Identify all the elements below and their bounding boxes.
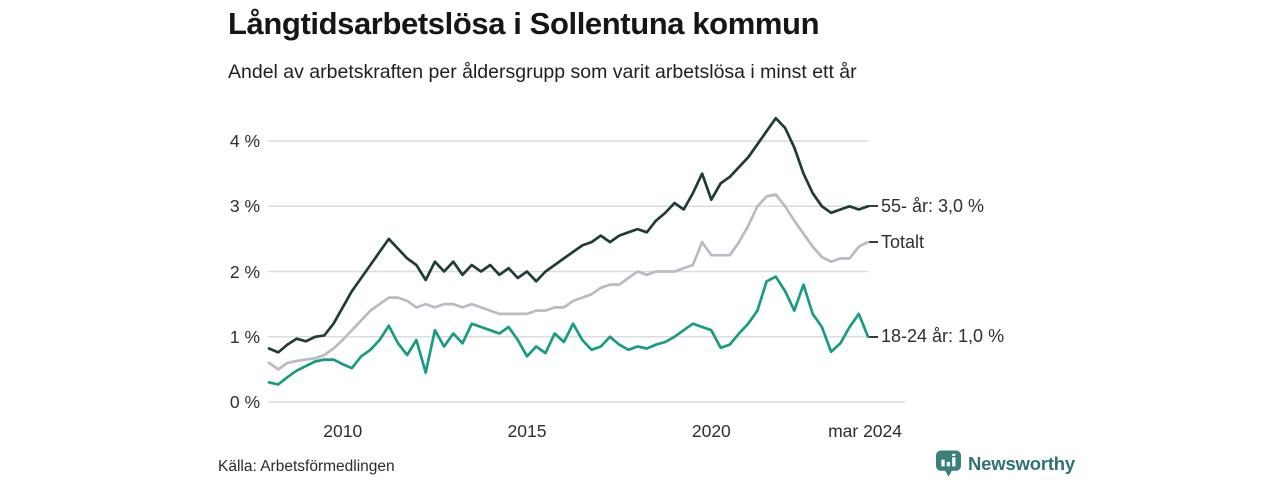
label-dash-icon bbox=[869, 241, 878, 244]
y-tick-label: 3 % bbox=[229, 196, 260, 217]
y-tick-label: 0 % bbox=[229, 392, 260, 412]
y-tick-label: 4 % bbox=[229, 131, 260, 151]
page-title: Långtidsarbetslösa i Sollentuna kommun bbox=[228, 6, 820, 41]
chart-subtitle: Andel av arbetskraften per åldersgrupp s… bbox=[228, 61, 857, 83]
series-end-label-text: 55- år: 3,0 % bbox=[881, 195, 985, 216]
newsworthy-logo: Newsworthy bbox=[936, 450, 1075, 478]
newsworthy-wordmark: Newsworthy bbox=[968, 453, 1075, 474]
x-tick-label: mar 2024 bbox=[828, 421, 903, 441]
series-line-totalt bbox=[267, 193, 870, 371]
series-line-55 bbox=[267, 116, 870, 354]
series-end-label-totalt: Totalt bbox=[869, 230, 924, 254]
x-tick-label: 2010 bbox=[323, 421, 363, 441]
label-dash-icon bbox=[869, 335, 878, 338]
y-tick-label: 1 % bbox=[229, 326, 260, 347]
series-end-label-55: 55- år: 3,0 % bbox=[869, 194, 984, 218]
series-end-label-text: Totalt bbox=[881, 231, 925, 252]
x-tick-label: 2015 bbox=[507, 421, 547, 441]
y-tick-label: 2 % bbox=[229, 261, 260, 282]
label-dash-icon bbox=[869, 205, 878, 208]
x-tick-label: 2020 bbox=[691, 421, 731, 441]
series-end-label-text: 18-24 år: 1,0 % bbox=[881, 326, 1005, 347]
source-note: Källa: Arbetsförmedlingen bbox=[218, 458, 395, 475]
series-end-label-18-24: 18-24 år: 1,0 % bbox=[869, 325, 1004, 349]
newsworthy-icon bbox=[936, 450, 961, 477]
series-line-18-24 bbox=[267, 275, 870, 386]
